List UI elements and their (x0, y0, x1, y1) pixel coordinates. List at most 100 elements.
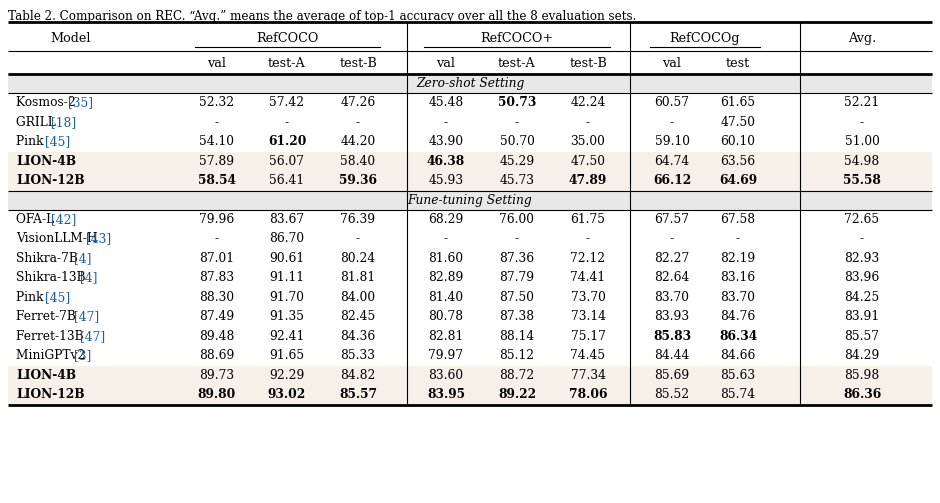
Text: 76.00: 76.00 (499, 213, 535, 226)
Text: 52.32: 52.32 (199, 96, 235, 109)
Text: 89.80: 89.80 (198, 388, 236, 401)
Text: 82.93: 82.93 (844, 252, 880, 265)
Text: 88.69: 88.69 (199, 349, 235, 362)
Text: 89.48: 89.48 (199, 330, 235, 343)
Text: 67.58: 67.58 (720, 213, 756, 226)
Text: -: - (215, 232, 219, 245)
Text: 54.98: 54.98 (844, 155, 880, 167)
Text: 61.65: 61.65 (720, 96, 756, 109)
Text: 63.56: 63.56 (720, 155, 756, 167)
Text: 88.72: 88.72 (499, 369, 535, 382)
Text: 85.12: 85.12 (499, 349, 535, 362)
Text: LION-12B: LION-12B (16, 174, 85, 187)
Text: 59.10: 59.10 (654, 135, 690, 148)
Text: 87.01: 87.01 (199, 252, 234, 265)
Text: -: - (215, 116, 219, 129)
Text: Shikra-7B: Shikra-7B (16, 252, 82, 265)
Bar (8, 151, 932, 171)
Text: [3]: [3] (74, 349, 91, 362)
Text: 87.83: 87.83 (199, 271, 235, 284)
Text: test: test (726, 56, 750, 69)
Text: 45.93: 45.93 (429, 174, 463, 187)
Text: 80.78: 80.78 (429, 310, 463, 323)
Text: 85.69: 85.69 (654, 369, 690, 382)
Text: 74.41: 74.41 (571, 271, 605, 284)
Text: 45.73: 45.73 (499, 174, 535, 187)
Text: 56.07: 56.07 (270, 155, 305, 167)
Text: Model: Model (51, 32, 91, 44)
Text: 87.38: 87.38 (499, 310, 535, 323)
Text: 50.70: 50.70 (499, 135, 535, 148)
Text: 93.02: 93.02 (268, 388, 306, 401)
Text: RefCOCOg: RefCOCOg (669, 32, 741, 44)
Text: -: - (860, 232, 864, 245)
Text: 84.29: 84.29 (844, 349, 880, 362)
Text: 66.12: 66.12 (653, 174, 691, 187)
Text: 60.57: 60.57 (654, 96, 690, 109)
Text: LION-12B: LION-12B (16, 388, 85, 401)
Text: 86.70: 86.70 (270, 232, 305, 245)
Text: RefCOCO+: RefCOCO+ (480, 32, 554, 44)
Text: 83.70: 83.70 (654, 291, 690, 304)
Text: 46.38: 46.38 (427, 155, 465, 167)
Text: 85.98: 85.98 (844, 369, 880, 382)
Text: 84.00: 84.00 (340, 291, 376, 304)
Text: 72.12: 72.12 (571, 252, 605, 265)
Text: GRILL: GRILL (16, 116, 59, 129)
Text: val: val (208, 56, 227, 69)
Text: 61.20: 61.20 (268, 135, 306, 148)
Text: LION-4B: LION-4B (16, 155, 76, 167)
Text: -: - (670, 232, 674, 245)
Text: 82.45: 82.45 (340, 310, 376, 323)
Text: [47]: [47] (74, 310, 99, 323)
Text: Table 2. Comparison on REC. “Avg.” means the average of top-1 accuracy over all : Table 2. Comparison on REC. “Avg.” means… (8, 10, 636, 23)
Text: -: - (515, 232, 519, 245)
Text: 87.79: 87.79 (499, 271, 535, 284)
Text: 64.74: 64.74 (654, 155, 690, 167)
Text: 91.70: 91.70 (270, 291, 305, 304)
Text: 47.26: 47.26 (340, 96, 376, 109)
Text: 52.21: 52.21 (844, 96, 880, 109)
Text: 83.70: 83.70 (720, 291, 756, 304)
Text: 84.66: 84.66 (720, 349, 756, 362)
Text: Ferret-7B: Ferret-7B (16, 310, 80, 323)
Text: test-A: test-A (498, 56, 536, 69)
Text: [35]: [35] (69, 96, 93, 109)
Text: Avg.: Avg. (848, 32, 876, 44)
Text: 82.19: 82.19 (720, 252, 756, 265)
Text: 87.50: 87.50 (499, 291, 535, 304)
Text: [4]: [4] (74, 252, 91, 265)
Text: 61.75: 61.75 (571, 213, 605, 226)
Text: VisionLLM-H: VisionLLM-H (16, 232, 102, 245)
Text: RefCOCO: RefCOCO (257, 32, 319, 44)
Text: 91.65: 91.65 (270, 349, 305, 362)
Bar (8, 385, 932, 404)
Text: -: - (356, 116, 360, 129)
Text: 84.82: 84.82 (340, 369, 376, 382)
Text: 83.91: 83.91 (844, 310, 880, 323)
Text: 73.70: 73.70 (571, 291, 605, 304)
Text: -: - (860, 116, 864, 129)
Text: [18]: [18] (51, 116, 76, 129)
Text: -: - (285, 116, 290, 129)
Bar (8, 366, 932, 385)
Text: Pink: Pink (16, 291, 47, 304)
Text: 50.73: 50.73 (498, 96, 536, 109)
Text: [4]: [4] (80, 271, 97, 284)
Text: Pink: Pink (16, 135, 47, 148)
Text: Zero-shot Setting: Zero-shot Setting (415, 77, 525, 90)
Text: Ferret-13B: Ferret-13B (16, 330, 87, 343)
Text: Shikra-13B: Shikra-13B (16, 271, 89, 284)
Text: 79.96: 79.96 (199, 213, 235, 226)
Text: [43]: [43] (86, 232, 111, 245)
Text: 92.29: 92.29 (270, 369, 305, 382)
Text: 57.42: 57.42 (270, 96, 305, 109)
Text: MiniGPTv2: MiniGPTv2 (16, 349, 89, 362)
Text: 86.36: 86.36 (843, 388, 881, 401)
Text: -: - (586, 232, 590, 245)
Text: 73.14: 73.14 (571, 310, 605, 323)
Text: 60.10: 60.10 (720, 135, 756, 148)
Text: 89.73: 89.73 (199, 369, 235, 382)
Text: [47]: [47] (80, 330, 105, 343)
Text: 45.48: 45.48 (429, 96, 463, 109)
